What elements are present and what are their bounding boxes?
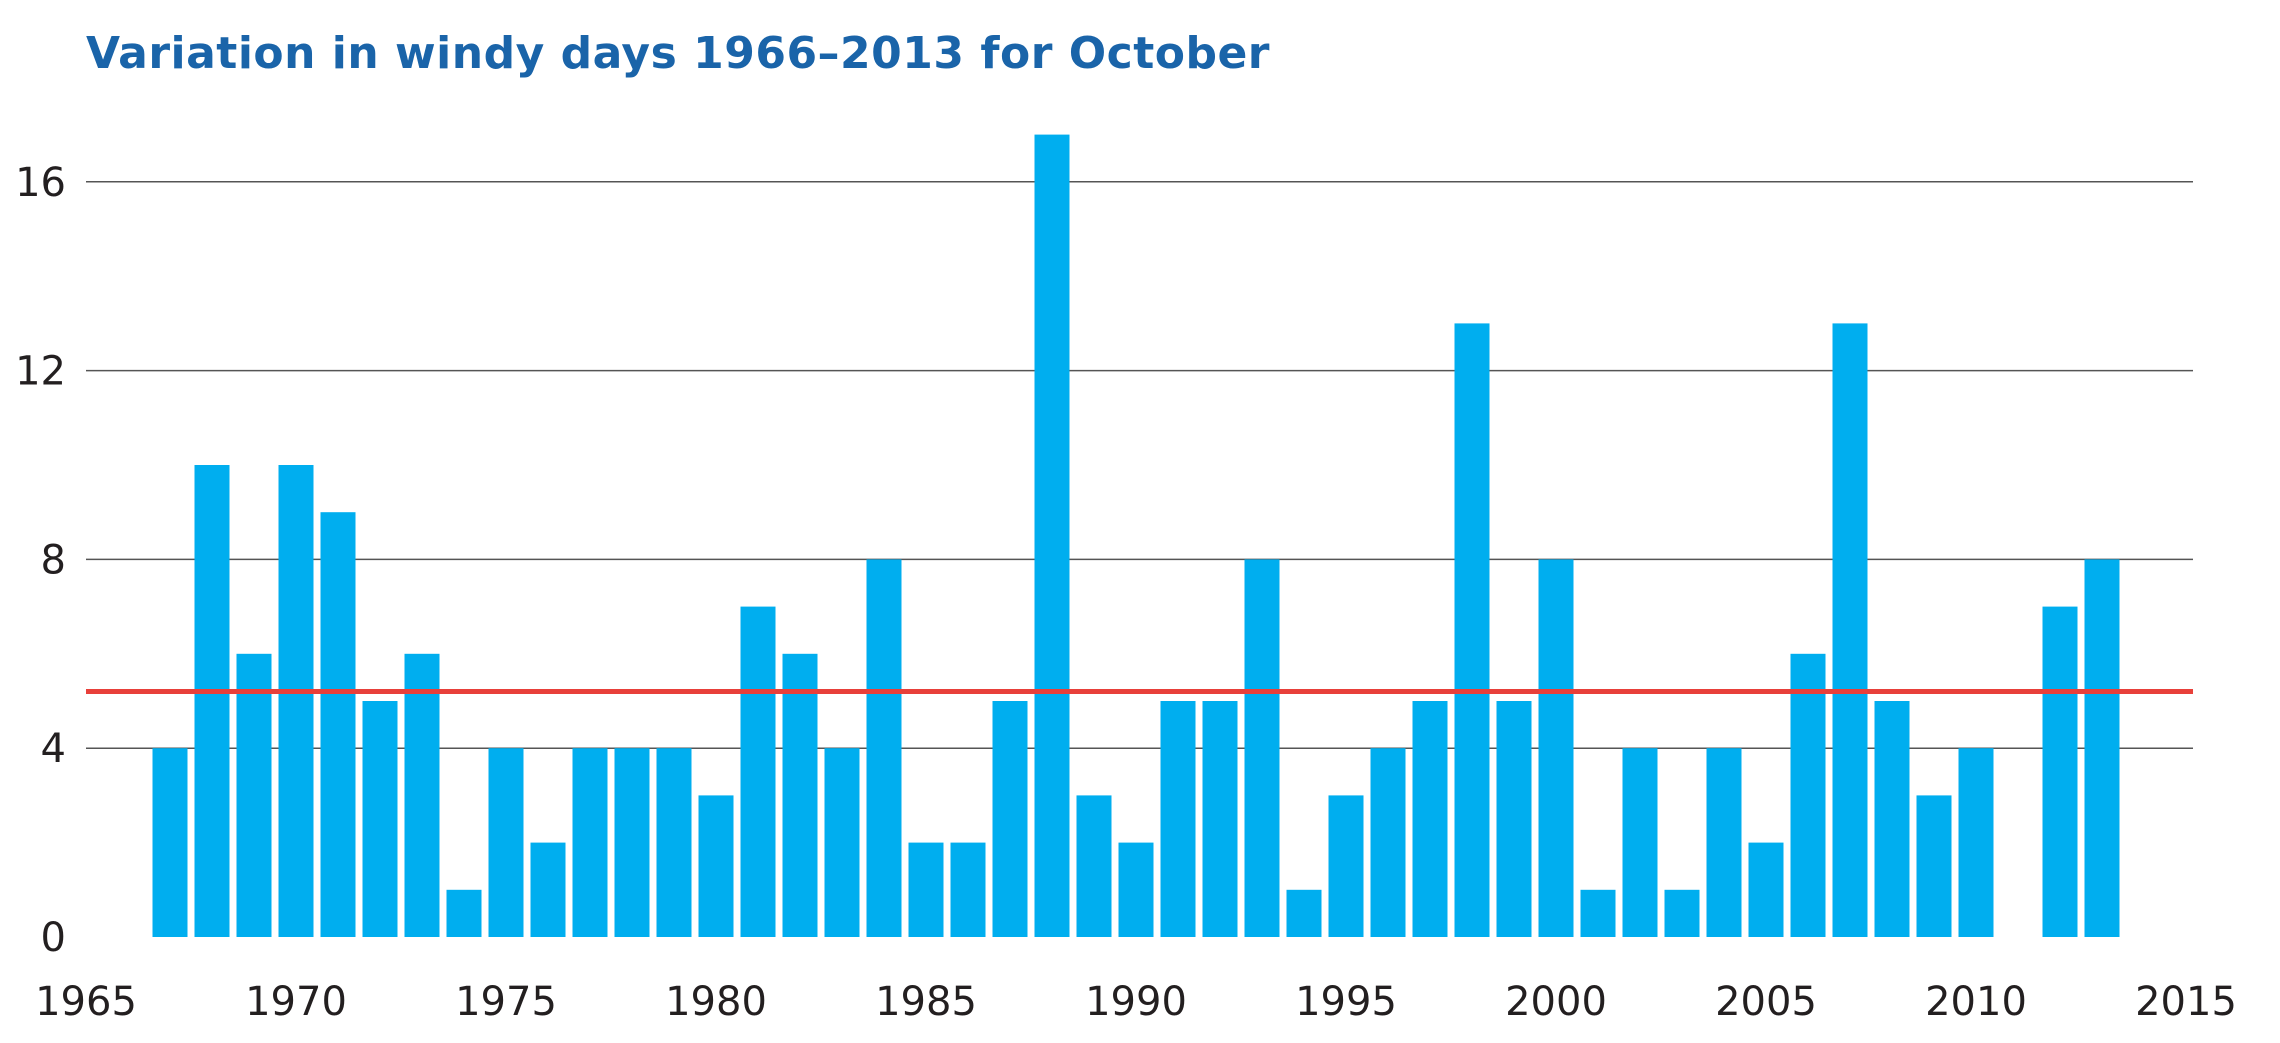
x-tick-label: 1985: [875, 979, 977, 1025]
x-tick-label: 2005: [1715, 979, 1817, 1025]
x-tick-label: 1965: [35, 979, 137, 1025]
bar-1969: [236, 653, 272, 937]
bar-1996: [1370, 748, 1406, 937]
bar-1991: [1160, 701, 1196, 937]
x-tick-label: 1980: [665, 979, 767, 1025]
bar-1998: [1454, 323, 1490, 937]
bar-1971: [320, 512, 356, 937]
bar-1994: [1286, 889, 1322, 937]
bar-2001: [1580, 889, 1616, 937]
bar-1977: [572, 748, 608, 937]
bar-1975: [488, 748, 524, 937]
bar-1999: [1496, 701, 1532, 937]
bar-1976: [530, 842, 566, 937]
bar-1992: [1202, 701, 1238, 937]
bar-2006: [1790, 653, 1826, 937]
bar-1987: [992, 701, 1028, 937]
bar-1989: [1076, 795, 1112, 937]
bar-1972: [362, 701, 398, 937]
y-tick-label: 4: [41, 726, 66, 772]
x-tick-label: 2000: [1505, 979, 1607, 1025]
bar-1981: [740, 606, 776, 937]
bar-2009: [1916, 795, 1952, 937]
x-tick-label: 1975: [455, 979, 557, 1025]
bar-1997: [1412, 701, 1448, 937]
y-tick-label: 0: [41, 915, 66, 961]
x-tick-label: 1995: [1295, 979, 1397, 1025]
bar-1970: [278, 465, 314, 937]
bar-2013: [2084, 559, 2120, 937]
y-tick-label: 12: [15, 349, 66, 395]
bar-2005: [1748, 842, 1784, 937]
bar-2012: [2042, 606, 2078, 937]
bar-1982: [782, 653, 818, 937]
bar-1995: [1328, 795, 1364, 937]
x-tick-label: 2015: [2135, 979, 2237, 1025]
bar-1979: [656, 748, 692, 937]
bar-1985: [908, 842, 944, 937]
bar-1978: [614, 748, 650, 937]
bar-1967: [152, 748, 188, 937]
bar-1986: [950, 842, 986, 937]
bar-2002: [1622, 748, 1658, 937]
bar-1983: [824, 748, 860, 937]
y-tick-label: 16: [15, 160, 66, 206]
bar-1974: [446, 889, 482, 937]
bar-1968: [194, 465, 230, 937]
bar-1973: [404, 653, 440, 937]
bar-2000: [1538, 559, 1574, 937]
chart-title: Variation in windy days 1966–2013 for Oc…: [86, 28, 1271, 79]
bar-1990: [1118, 842, 1154, 937]
x-tick-label: 1990: [1085, 979, 1187, 1025]
x-tick-label: 2010: [1925, 979, 2027, 1025]
bar-2010: [1958, 748, 1994, 937]
bar-1988: [1034, 134, 1070, 938]
y-tick-label: 8: [41, 537, 66, 583]
bar-2003: [1664, 889, 1700, 937]
bar-1980: [698, 795, 734, 937]
bar-2004: [1706, 748, 1742, 937]
bar-1984: [866, 559, 902, 937]
x-tick-label: 1970: [245, 979, 347, 1025]
bar-2008: [1874, 701, 1910, 937]
bar-2007: [1832, 323, 1868, 937]
bar-1993: [1244, 559, 1280, 937]
